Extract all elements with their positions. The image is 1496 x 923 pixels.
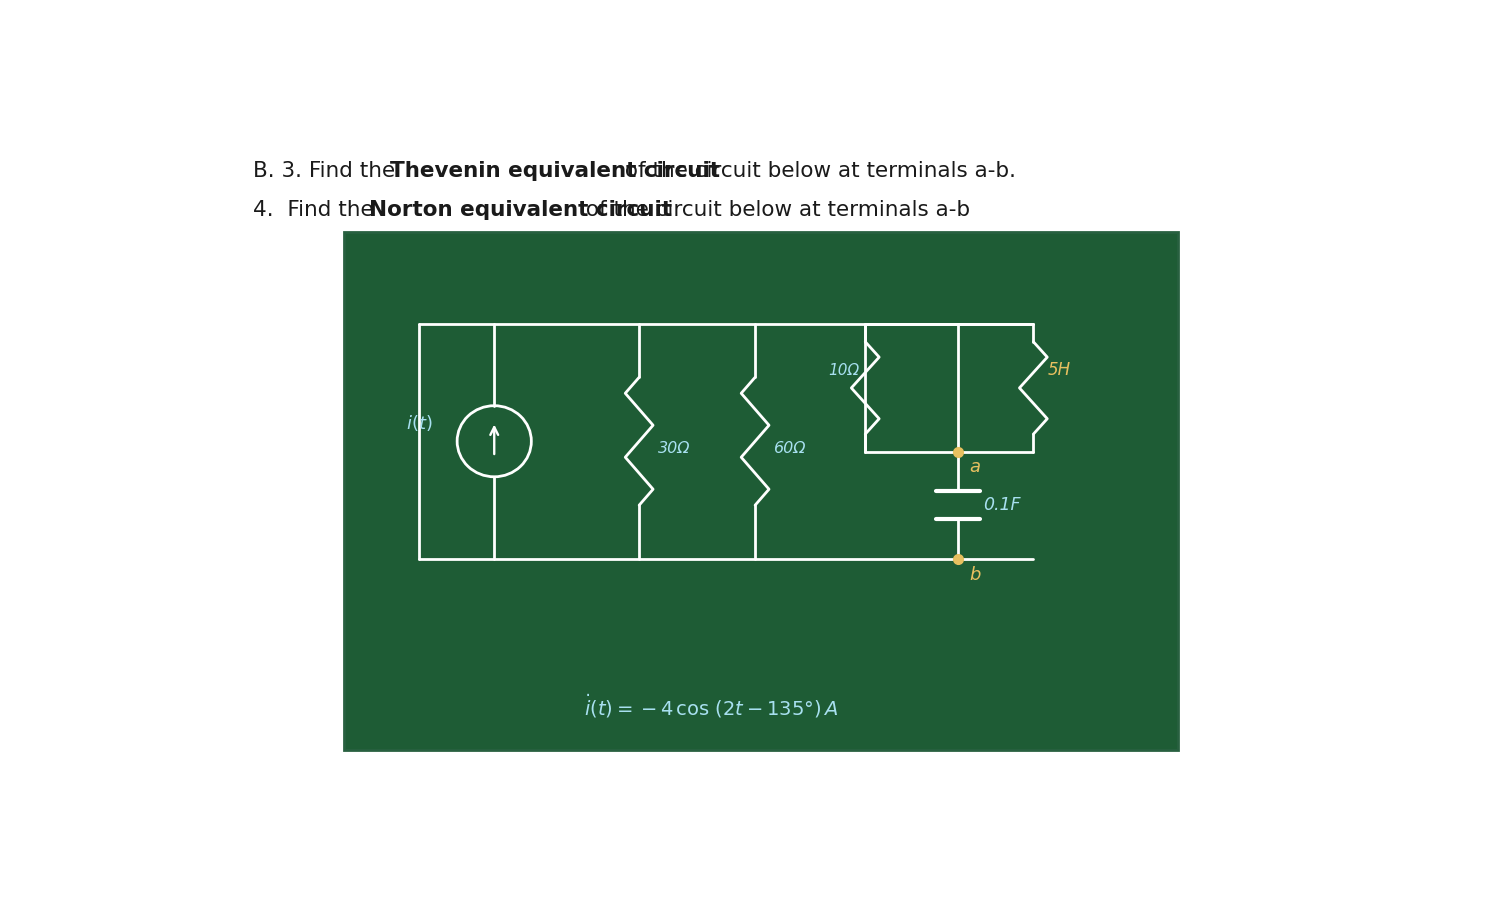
Text: Norton equivalent circuit: Norton equivalent circuit <box>370 199 672 220</box>
Text: $\dot{i}(t) = -4\,\cos\,(2t - 135°)\,A$: $\dot{i}(t) = -4\,\cos\,(2t - 135°)\,A$ <box>583 692 838 720</box>
FancyBboxPatch shape <box>344 232 1179 750</box>
Text: 10Ω: 10Ω <box>829 363 859 378</box>
Text: 30Ω: 30Ω <box>658 441 690 456</box>
Text: of the circuit below at terminals a-b: of the circuit below at terminals a-b <box>579 199 969 220</box>
Text: Thevenin equivalent circuit: Thevenin equivalent circuit <box>390 161 720 181</box>
Text: 5H: 5H <box>1047 361 1071 379</box>
Text: 0.1F: 0.1F <box>983 497 1020 514</box>
Text: of the circuit below at terminals a-b.: of the circuit below at terminals a-b. <box>618 161 1016 181</box>
Text: 60Ω: 60Ω <box>773 441 806 456</box>
Text: B. 3. Find the: B. 3. Find the <box>253 161 402 181</box>
Text: $i(t)$: $i(t)$ <box>405 414 432 434</box>
Text: 4.  Find the: 4. Find the <box>253 199 380 220</box>
Text: b: b <box>969 566 981 583</box>
Text: a: a <box>969 458 980 475</box>
